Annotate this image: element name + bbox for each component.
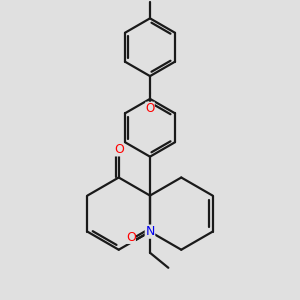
Text: N: N (145, 225, 155, 238)
Text: O: O (126, 231, 136, 244)
Text: O: O (114, 143, 124, 156)
Text: O: O (146, 102, 154, 115)
